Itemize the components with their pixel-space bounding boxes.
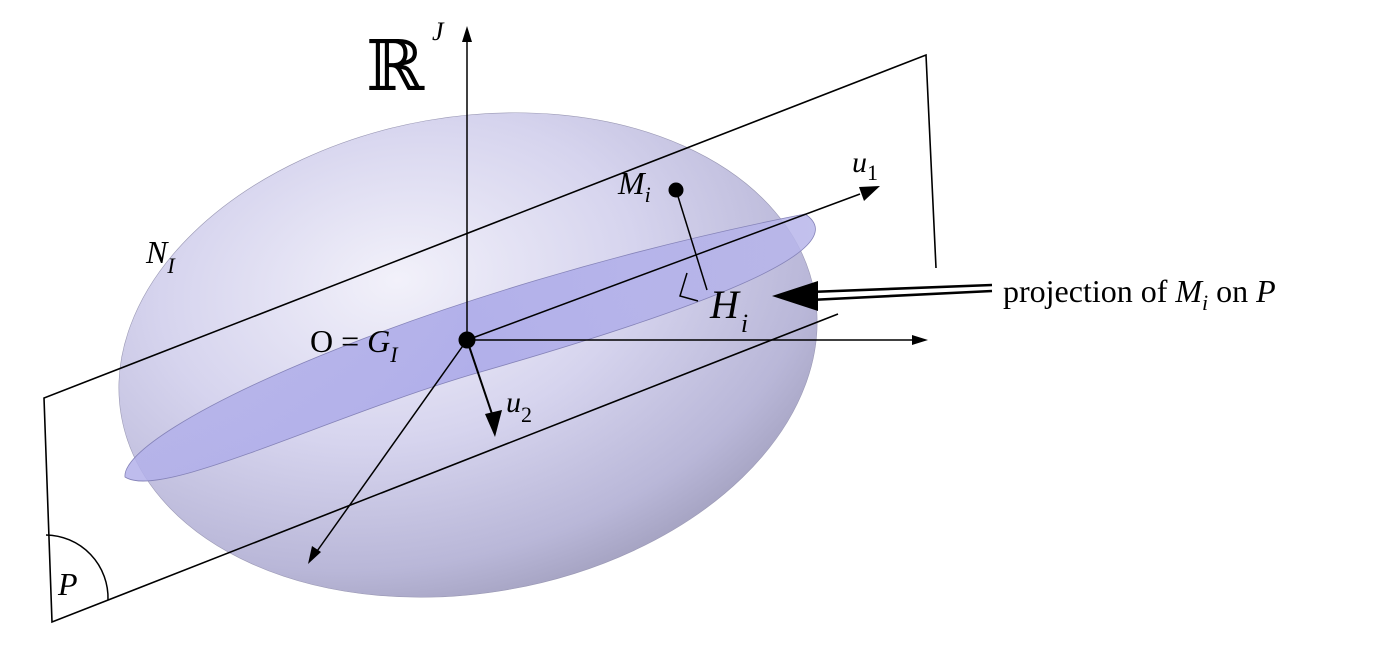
axis-diagonal bbox=[314, 339, 468, 555]
axis-u1 bbox=[466, 193, 861, 341]
point-m-label: Mi bbox=[617, 165, 651, 207]
axis-u1-label: u1 bbox=[852, 146, 878, 185]
axis-u2 bbox=[466, 339, 493, 415]
plane-corner-arc bbox=[45, 534, 109, 601]
projection-line bbox=[675, 189, 708, 291]
projection-annotation: projection of Mi on P bbox=[1003, 273, 1276, 315]
space-label: ℝ bbox=[366, 29, 425, 106]
pointer-arrow-line-1 bbox=[809, 283, 993, 294]
axis-u2-arrowhead bbox=[485, 410, 502, 437]
origin-label: O = GI bbox=[310, 323, 399, 367]
pointer-arrowhead bbox=[772, 281, 818, 311]
pointer-arrow-line-2 bbox=[809, 289, 993, 302]
axis-horizontal-arrowhead bbox=[912, 335, 928, 345]
origin-point bbox=[458, 331, 476, 349]
plane-outline bbox=[43, 53, 937, 624]
cloud-label: NI bbox=[145, 234, 176, 278]
axis-vertical-arrowhead bbox=[462, 26, 472, 42]
axis-u1-arrowhead bbox=[859, 186, 880, 201]
axis-u2-label: u2 bbox=[506, 386, 532, 427]
point-h-label: Hi bbox=[709, 282, 748, 338]
point-m-i bbox=[668, 182, 684, 198]
axis-diagonal-arrowhead bbox=[308, 546, 321, 564]
plane-label: P bbox=[57, 566, 78, 602]
right-angle-marker bbox=[679, 272, 699, 302]
space-exponent: J bbox=[432, 17, 445, 46]
